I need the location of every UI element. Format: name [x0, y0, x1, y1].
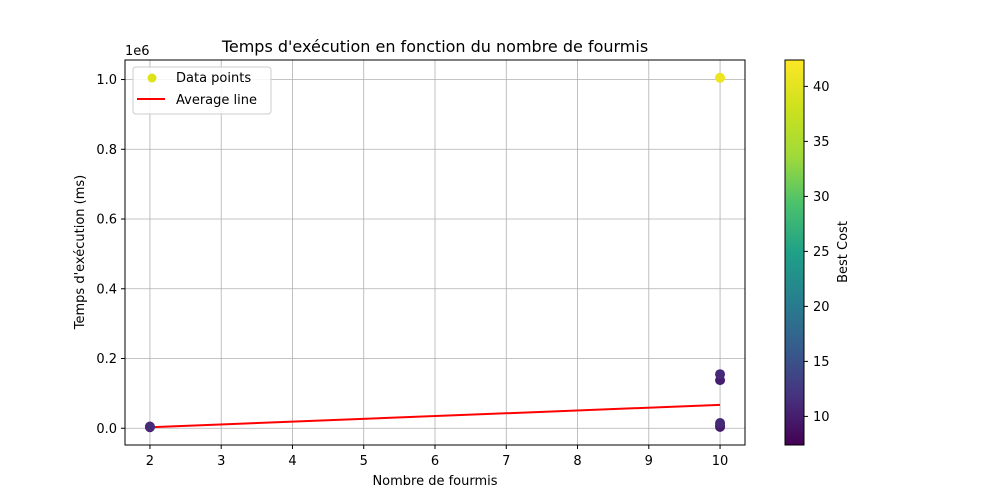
x-tick-label: 7	[502, 454, 510, 469]
colorbar-tick-label: 35	[813, 135, 830, 150]
chart-title: Temps d'exécution en fonction du nombre …	[221, 37, 648, 56]
colorbar-tick-label: 40	[813, 80, 830, 95]
y-tick-label: 0.8	[96, 143, 117, 158]
data-point	[715, 418, 726, 429]
legend: Data points Average line	[132, 66, 272, 115]
y-axis: 0.0 0.2 0.4 0.6 0.8 1.0	[96, 73, 125, 437]
x-tick-label: 3	[217, 454, 225, 469]
legend-box	[132, 66, 272, 115]
y-offset-label: 1e6	[125, 44, 150, 59]
data-point	[715, 72, 726, 83]
legend-label-data-points: Data points	[176, 71, 251, 86]
x-tick-label: 5	[360, 454, 368, 469]
y-tick-label: 0.0	[96, 422, 117, 437]
colorbar-tick-label: 15	[813, 355, 830, 370]
colorbar-tick-label: 30	[813, 190, 830, 205]
grid	[125, 60, 745, 445]
average-line-path	[149, 403, 721, 429]
x-tick-label: 4	[288, 454, 296, 469]
data-point	[715, 369, 726, 380]
y-tick-label: 0.2	[96, 352, 117, 367]
average-line	[149, 403, 721, 429]
x-tick-label: 10	[712, 454, 729, 469]
colorbar-gradient	[784, 59, 805, 446]
x-tick-label: 6	[431, 454, 439, 469]
colorbar-tick-label: 20	[813, 300, 830, 315]
colorbar-tick-label: 25	[813, 245, 830, 260]
legend-label-average-line: Average line	[176, 93, 257, 108]
colorbar-ticks: 10 15 20 25 30 35 40	[804, 80, 830, 425]
colorbar-tick-label: 10	[813, 410, 830, 425]
y-tick-label: 0.4	[96, 282, 117, 297]
legend-marker-data-points	[147, 73, 157, 83]
y-axis-title: Temps d'exécution (ms)	[73, 175, 88, 330]
x-axis-title: Nombre de fourmis	[372, 474, 497, 489]
colorbar-title: Best Cost	[836, 221, 851, 283]
x-tick-label: 9	[645, 454, 653, 469]
data-points	[144, 72, 726, 433]
x-axis: 2 3 4 5 6 7 8 9 10	[146, 445, 729, 469]
data-point	[144, 421, 155, 432]
y-tick-label: 1.0	[96, 73, 117, 88]
x-tick-label: 2	[146, 454, 154, 469]
colorbar: 10 15 20 25 30 35 40 Best Cost	[784, 59, 851, 446]
y-tick-label: 0.6	[96, 213, 117, 228]
x-tick-label: 8	[573, 454, 581, 469]
